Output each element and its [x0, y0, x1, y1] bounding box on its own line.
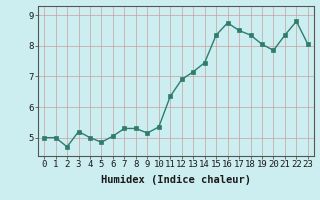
X-axis label: Humidex (Indice chaleur): Humidex (Indice chaleur) [101, 175, 251, 185]
